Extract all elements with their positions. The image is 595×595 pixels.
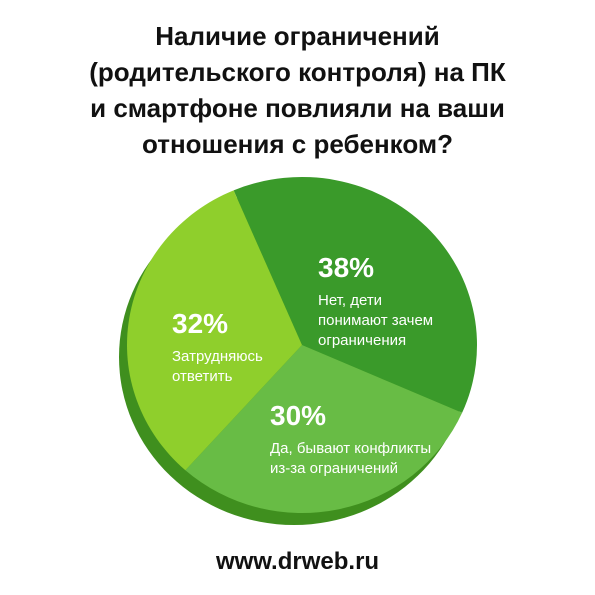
slice-category-label: Да, бывают конфликты [270,440,431,457]
slice-category-label: Нет, дети [318,292,382,309]
pie-slice [233,177,478,413]
footer-url: www.drweb.ru [215,548,380,575]
slice-category-label: понимают зачем [318,312,433,329]
slice-percent-label: 38% [318,252,374,283]
chart-title-line: отношения с ребенком? [142,129,453,159]
slice-category-label: Затрудняюсь [172,348,263,365]
chart-title-line: Наличие ограничений [155,21,440,51]
slice-category-label: из-за ограничений [270,460,398,477]
slice-percent-label: 30% [270,400,326,431]
slice-category-label: ответить [172,368,233,385]
chart-title-line: и смартфоне повлияли на ваши [90,93,505,123]
slice-percent-label: 32% [172,308,228,339]
pie-slice [127,190,302,471]
chart-title-line: (родительского контроля) на ПК [89,57,506,87]
chart-title: Наличие ограничений (родительского контр… [0,18,595,162]
pie-slice [185,345,463,514]
slice-category-label: ограничения [318,332,406,349]
